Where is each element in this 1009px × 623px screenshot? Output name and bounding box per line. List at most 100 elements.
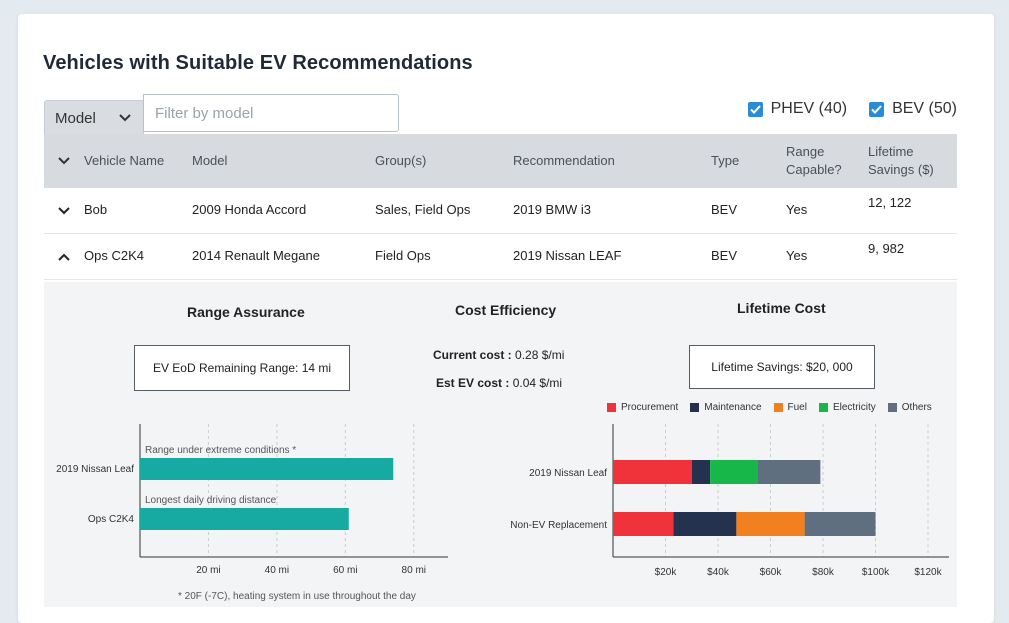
table-row[interactable]: Ops C2K4 2014 Renault Megane Field Ops 2… bbox=[44, 234, 957, 280]
lifetime-cost-chart: $20k $40k $60k $80k $100k $120k 2019 Nissan Le… bbox=[510, 424, 949, 578]
legend-label: Procurement bbox=[621, 402, 679, 413]
category-label: Ops C2K4 bbox=[88, 514, 135, 525]
row-type: BEV bbox=[711, 248, 738, 264]
row-range-capable: Yes bbox=[786, 202, 808, 218]
range-bar bbox=[140, 508, 349, 530]
row-lifetime-savings: 12, 122 bbox=[868, 195, 912, 210]
legend-swatch bbox=[690, 403, 700, 412]
header-range-line1: Range bbox=[786, 143, 825, 159]
legend-item: Procurement bbox=[607, 402, 678, 413]
legend-label: Maintenance bbox=[704, 402, 762, 413]
legend-item: Others bbox=[887, 402, 932, 413]
ev-cost-value: 0.04 $/mi bbox=[512, 376, 563, 390]
header-savings-line1: Lifetime bbox=[868, 143, 914, 159]
phev-checkbox[interactable]: PHEV (40) bbox=[747, 100, 848, 118]
phev-checkbox-label: PHEV (40) bbox=[770, 100, 848, 117]
cost-segment-maintenance bbox=[691, 460, 711, 484]
vehicles-table: Vehicle Name Model Group(s) Recommendati… bbox=[44, 134, 957, 280]
header-recommendation[interactable]: Recommendation bbox=[513, 152, 615, 168]
legend-swatch bbox=[887, 403, 897, 412]
ev-cost: Est EV cost : 0.04 $/mi bbox=[436, 376, 562, 390]
cost-segment-maintenance bbox=[673, 512, 737, 536]
footnote: * 20F (-7C), heating system in use throu… bbox=[178, 591, 416, 602]
chevron-down-icon[interactable] bbox=[58, 206, 70, 215]
bar-annotation: Longest daily driving distance bbox=[145, 495, 277, 506]
range-chart: 20 mi 40 mi 60 mi 80 mi 2019 Nissan Leaf Rang… bbox=[56, 424, 448, 576]
legend-label: Others bbox=[901, 402, 932, 413]
category-label: 2019 Nissan Leaf bbox=[529, 468, 607, 479]
checkbox-checked-icon bbox=[869, 101, 885, 117]
x-tick-label: 40 mi bbox=[265, 565, 289, 576]
x-tick-label: $100k bbox=[862, 567, 890, 578]
current-cost: Current cost : 0.28 $/mi bbox=[433, 348, 564, 362]
legend-label: Electricity bbox=[832, 402, 876, 413]
x-tick-label: 60 mi bbox=[333, 565, 357, 576]
lifetime-savings-box: Lifetime Savings: $20, 000 bbox=[689, 345, 875, 389]
type-filter-checkboxes: PHEV (40) BEV (50) bbox=[747, 100, 957, 118]
x-tick-label: $80k bbox=[812, 567, 835, 578]
row-recommendation: 2019 BMW i3 bbox=[513, 202, 592, 218]
row-name-cell: Ops C2K4 bbox=[58, 247, 144, 265]
row-model: 2009 Honda Accord bbox=[192, 202, 307, 218]
cost-legend: Procurement Maintenance Fuel Electricity… bbox=[607, 402, 932, 413]
row-vehicle-name: Ops C2K4 bbox=[84, 248, 144, 264]
category-label: Non-EV Replacement bbox=[510, 520, 607, 531]
header-vehicle-name-cell: Vehicle Name bbox=[58, 152, 164, 170]
header-savings-line2: Savings ($) bbox=[868, 162, 934, 177]
chevron-down-icon[interactable] bbox=[58, 157, 70, 165]
legend-swatch bbox=[607, 403, 616, 412]
row-range-capable: Yes bbox=[786, 248, 808, 264]
row-type: BEV bbox=[711, 202, 738, 218]
table-row[interactable]: Bob 2009 Honda Accord Sales, Field Ops 2… bbox=[44, 188, 957, 234]
row-groups: Field Ops bbox=[375, 248, 431, 264]
range-bar bbox=[140, 458, 394, 480]
x-tick-label: 20 mi bbox=[196, 565, 220, 576]
cost-segment-others bbox=[757, 460, 821, 484]
cost-efficiency-title: Cost Efficiency bbox=[455, 302, 557, 318]
bar-annotation: Range under extreme conditions * bbox=[145, 445, 296, 456]
x-tick-label: $120k bbox=[914, 567, 942, 578]
legend-item: Maintenance bbox=[690, 402, 762, 413]
chevron-up-icon[interactable] bbox=[58, 253, 70, 261]
filter-field-select[interactable]: Model bbox=[44, 100, 144, 136]
current-cost-value: 0.28 $/mi bbox=[515, 348, 565, 362]
x-tick-label: 80 mi bbox=[402, 565, 426, 576]
x-tick-label: $20k bbox=[655, 567, 678, 578]
row-vehicle-name: Bob bbox=[84, 202, 108, 218]
header-vehicle-name[interactable]: Vehicle Name bbox=[84, 152, 165, 168]
row-groups: Sales, Field Ops bbox=[375, 202, 471, 218]
header-range-capable[interactable]: Range Capable? bbox=[786, 143, 842, 179]
cost-segment-procurement bbox=[613, 460, 692, 484]
legend-item: Fuel bbox=[773, 402, 807, 413]
x-tick-label: $60k bbox=[760, 567, 783, 578]
ev-cost-label: Est EV cost : bbox=[436, 376, 510, 390]
cost-segment-procurement bbox=[613, 512, 674, 536]
category-label: 2019 Nissan Leaf bbox=[56, 464, 134, 475]
table-header: Vehicle Name Model Group(s) Recommendati… bbox=[44, 134, 957, 188]
legend-swatch bbox=[773, 403, 783, 412]
range-assurance-title: Range Assurance bbox=[187, 304, 305, 320]
row-recommendation: 2019 Nissan LEAF bbox=[513, 248, 622, 264]
x-tick-label: $40k bbox=[707, 567, 730, 578]
filter-by-model-input[interactable] bbox=[143, 94, 399, 132]
checkbox-checked-icon bbox=[747, 101, 763, 117]
header-model[interactable]: Model bbox=[192, 152, 228, 168]
header-range-line2: Capable? bbox=[786, 162, 842, 177]
legend-swatch bbox=[818, 403, 828, 412]
row-lifetime-savings: 9, 982 bbox=[868, 241, 905, 256]
header-type[interactable]: Type bbox=[711, 152, 740, 168]
cost-segment-fuel bbox=[736, 512, 805, 536]
filter-field-value: Model bbox=[55, 109, 96, 127]
bev-checkbox-label: BEV (50) bbox=[892, 100, 957, 117]
row-name-cell: Bob bbox=[58, 201, 107, 219]
header-groups[interactable]: Group(s) bbox=[375, 152, 427, 168]
chevron-down-icon bbox=[119, 114, 131, 122]
vehicle-detail-panel: Range Assurance EV EoD Remaining Range: … bbox=[44, 282, 957, 607]
header-lifetime-savings[interactable]: Lifetime Savings ($) bbox=[868, 143, 934, 179]
bev-checkbox[interactable]: BEV (50) bbox=[869, 100, 957, 118]
remaining-range-box: EV EoD Remaining Range: 14 mi bbox=[134, 345, 350, 391]
cost-segment-electricity bbox=[710, 460, 758, 484]
page-title: Vehicles with Suitable EV Recommendation… bbox=[43, 52, 473, 74]
row-model: 2014 Renault Megane bbox=[192, 248, 320, 264]
cost-segment-others bbox=[804, 512, 876, 536]
